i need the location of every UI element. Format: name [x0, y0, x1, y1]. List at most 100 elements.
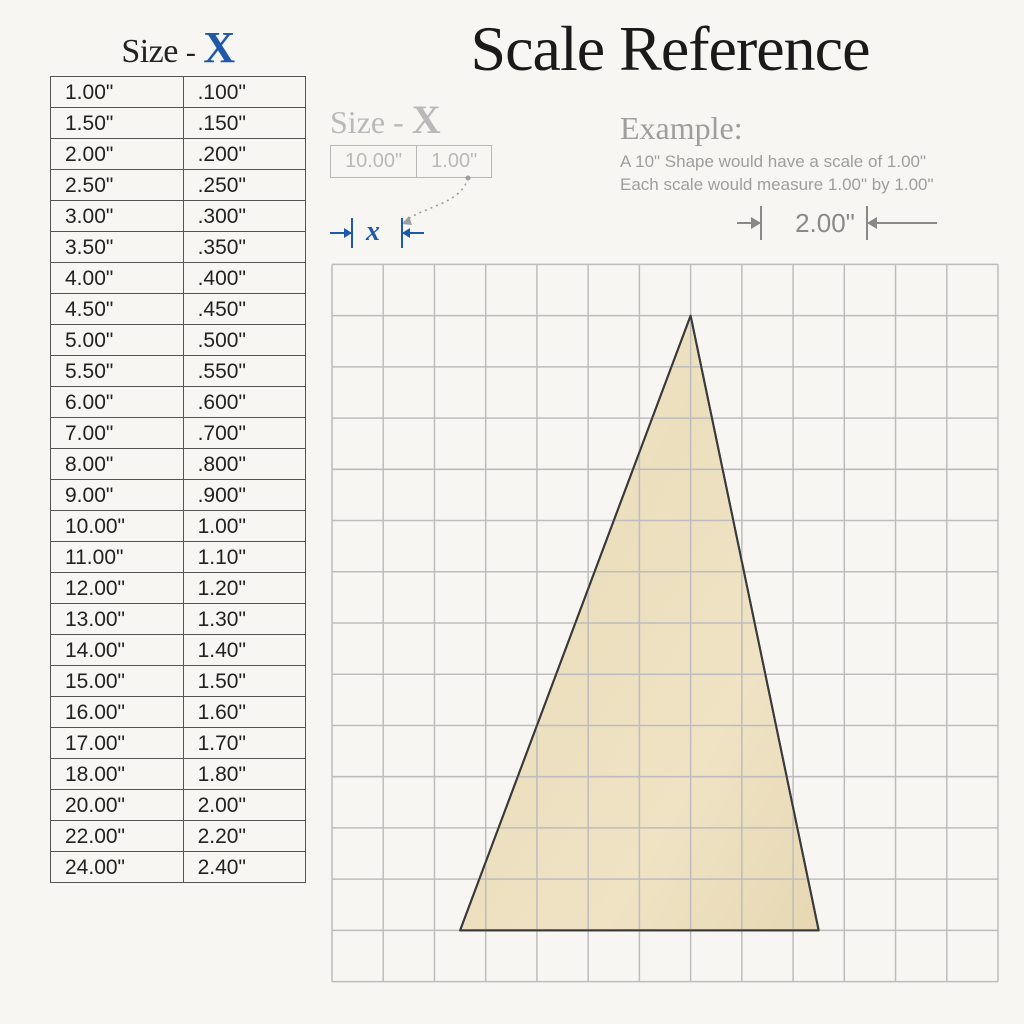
table-row: 20.00"2.00" — [51, 790, 306, 821]
table-row: 14.00"1.40" — [51, 635, 306, 666]
table-cell: .150" — [183, 108, 305, 139]
table-cell: 1.10" — [183, 542, 305, 573]
table-cell: 1.50" — [183, 666, 305, 697]
small-sizex-cell-1: 1.00" — [417, 146, 492, 178]
table-row: 7.00".700" — [51, 418, 306, 449]
table-cell: 2.00" — [51, 139, 184, 170]
table-row: 13.00"1.30" — [51, 604, 306, 635]
table-cell: 20.00" — [51, 790, 184, 821]
table-cell: .700" — [183, 418, 305, 449]
table-cell: .300" — [183, 201, 305, 232]
table-cell: .900" — [183, 480, 305, 511]
table-cell: 6.00" — [51, 387, 184, 418]
small-sizex-dash: - — [393, 104, 404, 140]
table-cell: .450" — [183, 294, 305, 325]
table-cell: 10.00" — [51, 511, 184, 542]
table-row: 4.50".450" — [51, 294, 306, 325]
table-cell: .500" — [183, 325, 305, 356]
table-cell: 2.50" — [51, 170, 184, 201]
table-cell: 16.00" — [51, 697, 184, 728]
table-cell: 1.00" — [183, 511, 305, 542]
table-row: 3.00".300" — [51, 201, 306, 232]
size-table-title-dash: - — [186, 36, 196, 69]
table-cell: 1.80" — [183, 759, 305, 790]
x-indicator-label: x — [366, 216, 380, 248]
table-cell: 4.00" — [51, 263, 184, 294]
small-sizex-region: Size - X 10.00" 1.00" — [330, 96, 492, 178]
x-indicator-arrows-icon — [330, 210, 450, 256]
size-table-title-prefix: Size — [121, 33, 178, 70]
x-indicator: x — [330, 210, 450, 250]
table-row: 1.50".150" — [51, 108, 306, 139]
table-cell: 1.70" — [183, 728, 305, 759]
small-sizex-cell-0: 10.00" — [331, 146, 417, 178]
table-row: 3.50".350" — [51, 232, 306, 263]
table-row: 11.00"1.10" — [51, 542, 306, 573]
size-table-title-x: X — [203, 23, 234, 72]
table-cell: 22.00" — [51, 821, 184, 852]
small-sizex-x: X — [412, 97, 441, 142]
table-cell: 8.00" — [51, 449, 184, 480]
table-cell: 18.00" — [51, 759, 184, 790]
table-cell: 1.20" — [183, 573, 305, 604]
table-cell: 11.00" — [51, 542, 184, 573]
example-region: Example: A 10" Shape would have a scale … — [620, 110, 1010, 197]
table-cell: 13.00" — [51, 604, 184, 635]
table-cell: 1.50" — [51, 108, 184, 139]
table-cell: 2.20" — [183, 821, 305, 852]
table-cell: 4.50" — [51, 294, 184, 325]
table-row: 22.00"2.20" — [51, 821, 306, 852]
table-cell: .550" — [183, 356, 305, 387]
two-indicator-label: 2.00" — [785, 208, 865, 239]
table-row: 18.00"1.80" — [51, 759, 306, 790]
table-cell: 24.00" — [51, 852, 184, 883]
table-cell: 5.00" — [51, 325, 184, 356]
table-row: 16.00"1.60" — [51, 697, 306, 728]
table-row: 5.00".500" — [51, 325, 306, 356]
size-table-region: Size - X 1.00".100"1.50".150"2.00".200"2… — [50, 24, 306, 883]
size-table-title: Size - X — [50, 24, 306, 72]
table-cell: .200" — [183, 139, 305, 170]
small-sizex-label: Size - X — [330, 96, 492, 143]
table-row: 2.50".250" — [51, 170, 306, 201]
table-cell: 2.40" — [183, 852, 305, 883]
table-cell: 3.00" — [51, 201, 184, 232]
table-cell: 3.50" — [51, 232, 184, 263]
table-cell: .800" — [183, 449, 305, 480]
table-row: 10.00"1.00" — [51, 511, 306, 542]
page-root: Size - X 1.00".100"1.50".150"2.00".200"2… — [0, 0, 1024, 1024]
table-cell: 1.30" — [183, 604, 305, 635]
table-row: 12.00"1.20" — [51, 573, 306, 604]
example-line-1: A 10" Shape would have a scale of 1.00" — [620, 151, 1010, 174]
table-cell: 2.00" — [183, 790, 305, 821]
table-cell: 1.00" — [51, 77, 184, 108]
table-row: 6.00".600" — [51, 387, 306, 418]
table-row: 17.00"1.70" — [51, 728, 306, 759]
grid-diagram — [330, 254, 1000, 992]
table-cell: 15.00" — [51, 666, 184, 697]
table-cell: .250" — [183, 170, 305, 201]
small-sizex-table: 10.00" 1.00" — [330, 145, 492, 178]
table-row: 15.00"1.50" — [51, 666, 306, 697]
table-cell: .100" — [183, 77, 305, 108]
table-row: 8.00".800" — [51, 449, 306, 480]
small-sizex-prefix: Size — [330, 104, 385, 140]
example-title: Example: — [620, 110, 1010, 147]
table-cell: .400" — [183, 263, 305, 294]
table-cell: .600" — [183, 387, 305, 418]
table-cell: 5.50" — [51, 356, 184, 387]
table-row: 5.50".550" — [51, 356, 306, 387]
table-cell: 7.00" — [51, 418, 184, 449]
table-row: 2.00".200" — [51, 139, 306, 170]
table-row: 1.00".100" — [51, 77, 306, 108]
table-cell: .350" — [183, 232, 305, 263]
table-row: 9.00".900" — [51, 480, 306, 511]
table-cell: 14.00" — [51, 635, 184, 666]
table-cell: 12.00" — [51, 573, 184, 604]
table-row: 24.00"2.40" — [51, 852, 306, 883]
table-cell: 9.00" — [51, 480, 184, 511]
table-cell: 1.40" — [183, 635, 305, 666]
size-table: 1.00".100"1.50".150"2.00".200"2.50".250"… — [50, 76, 306, 883]
table-row: 4.00".400" — [51, 263, 306, 294]
main-title: Scale Reference — [360, 12, 980, 86]
